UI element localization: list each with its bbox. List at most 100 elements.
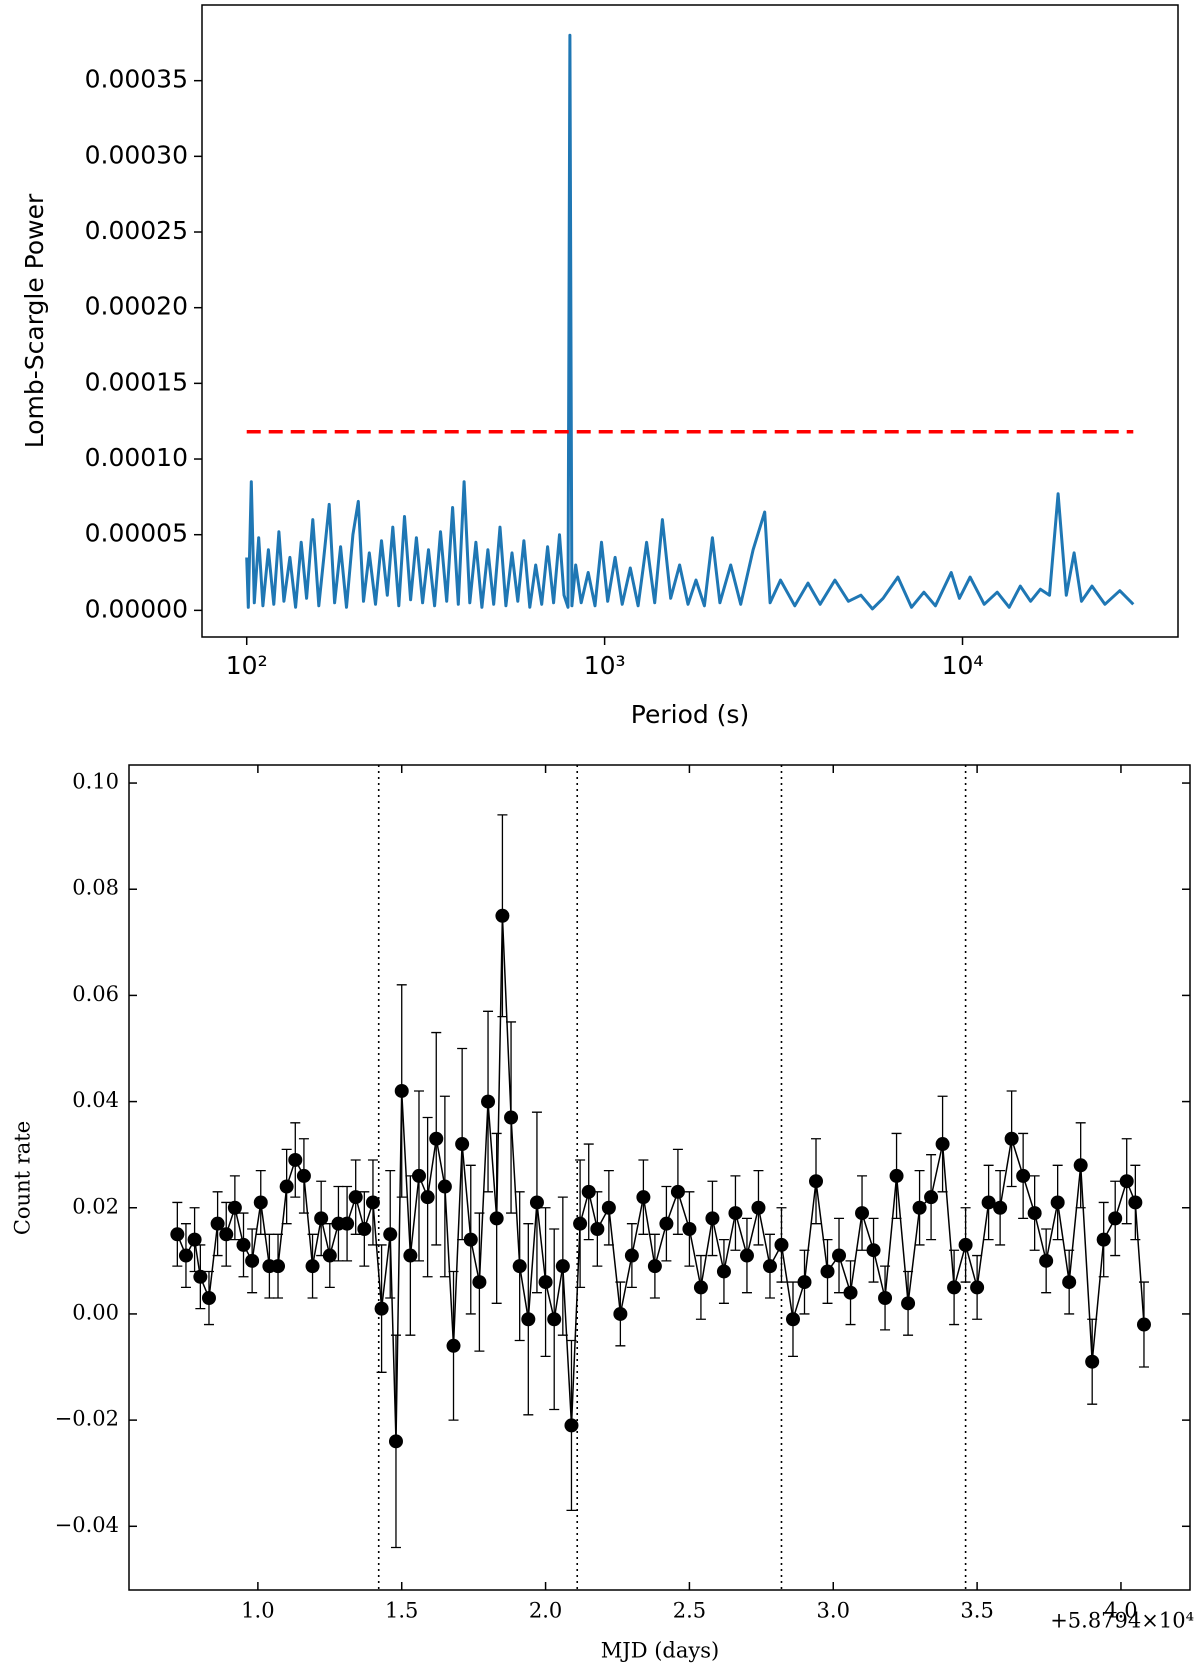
data-point bbox=[866, 1243, 881, 1258]
y-tick-label: 0.00 bbox=[72, 1300, 119, 1324]
data-point bbox=[970, 1280, 985, 1295]
error-cap bbox=[491, 1132, 502, 1304]
data-point bbox=[296, 1168, 311, 1183]
error-cap bbox=[626, 1223, 637, 1289]
data-point bbox=[314, 1211, 329, 1226]
y-tick-label: 0.00035 bbox=[85, 65, 188, 94]
y-tick-label: 0.00030 bbox=[85, 140, 188, 169]
error-cap bbox=[531, 1111, 542, 1294]
error-cap bbox=[753, 1169, 764, 1246]
data-point bbox=[512, 1259, 527, 1274]
error-cap bbox=[540, 1207, 551, 1358]
error-cap bbox=[255, 1169, 266, 1235]
error-cap bbox=[350, 1159, 361, 1235]
error-cap bbox=[857, 1175, 868, 1251]
error-cap bbox=[172, 1201, 183, 1267]
y-tick-label: 0.00010 bbox=[85, 443, 188, 472]
data-point bbox=[889, 1168, 904, 1183]
periodogram-panel: Period (s) Lomb-Scargle Power 0.00000 0.0… bbox=[20, 4, 1179, 729]
error-cap bbox=[359, 1191, 370, 1267]
x-tick-label: 10⁴ bbox=[942, 651, 984, 680]
data-point bbox=[590, 1221, 605, 1236]
data-point bbox=[878, 1291, 893, 1306]
x-tick-label: 1.0 bbox=[241, 1599, 274, 1623]
error-cap bbox=[333, 1185, 344, 1262]
data-point bbox=[1016, 1168, 1031, 1183]
data-point bbox=[935, 1137, 950, 1152]
x-tick-label: 10³ bbox=[584, 651, 626, 680]
error-cap bbox=[1052, 1164, 1063, 1241]
data-point bbox=[981, 1195, 996, 1210]
data-point bbox=[581, 1184, 596, 1199]
error-cap bbox=[1110, 1180, 1121, 1257]
data-point bbox=[429, 1131, 444, 1146]
data-point bbox=[739, 1248, 754, 1263]
data-point bbox=[383, 1227, 398, 1242]
data-point bbox=[1073, 1158, 1088, 1173]
data-point bbox=[573, 1216, 588, 1231]
data-point bbox=[774, 1237, 789, 1252]
error-cap bbox=[741, 1217, 752, 1294]
data-point bbox=[832, 1248, 847, 1263]
data-point bbox=[340, 1216, 355, 1231]
data-point bbox=[236, 1237, 251, 1252]
data-point bbox=[374, 1301, 389, 1316]
data-point bbox=[201, 1291, 216, 1306]
data-point bbox=[193, 1269, 208, 1284]
error-cap bbox=[926, 1154, 937, 1241]
error-cap bbox=[465, 1164, 476, 1315]
error-cap bbox=[247, 1228, 258, 1294]
y-tick-label: 0.08 bbox=[72, 876, 119, 900]
error-cap bbox=[1041, 1228, 1052, 1294]
data-point bbox=[855, 1206, 870, 1221]
y-tick-label: 0.00005 bbox=[85, 519, 188, 548]
error-cap bbox=[422, 1116, 433, 1278]
data-point bbox=[1096, 1232, 1111, 1247]
error-cap bbox=[497, 814, 508, 1018]
y-tick-label: −0.02 bbox=[55, 1407, 119, 1431]
error-cap bbox=[730, 1175, 741, 1251]
data-point bbox=[481, 1094, 496, 1109]
data-point bbox=[288, 1152, 303, 1167]
data-point bbox=[420, 1190, 435, 1205]
plot-frame bbox=[201, 4, 1179, 638]
error-cap bbox=[514, 1191, 525, 1342]
y-axis-label: Count rate bbox=[11, 1121, 35, 1235]
error-cap bbox=[1006, 1090, 1017, 1188]
data-point bbox=[388, 1434, 403, 1449]
error-cap bbox=[431, 1031, 442, 1246]
data-point bbox=[670, 1184, 685, 1199]
x-tick-label: 10² bbox=[226, 651, 268, 680]
error-cap bbox=[264, 1233, 275, 1299]
data-point bbox=[636, 1190, 651, 1205]
data-point bbox=[659, 1216, 674, 1231]
error-cap bbox=[549, 1228, 560, 1411]
data-point bbox=[901, 1296, 916, 1311]
error-cap bbox=[718, 1238, 729, 1304]
data-point bbox=[463, 1232, 478, 1247]
data-point bbox=[411, 1168, 426, 1183]
data-point bbox=[271, 1259, 286, 1274]
error-cap bbox=[707, 1180, 718, 1257]
error-cap bbox=[672, 1148, 683, 1235]
y-tick-label: −0.04 bbox=[55, 1513, 119, 1537]
data-point bbox=[365, 1195, 380, 1210]
data-point bbox=[1027, 1206, 1042, 1221]
data-point bbox=[1136, 1317, 1151, 1332]
data-point bbox=[403, 1248, 418, 1263]
data-point bbox=[446, 1338, 461, 1353]
data-point bbox=[538, 1275, 553, 1290]
x-tick-label: 2.5 bbox=[673, 1599, 706, 1623]
x-tick-label: 3.5 bbox=[960, 1599, 993, 1623]
data-point bbox=[924, 1190, 939, 1205]
error-cap bbox=[995, 1169, 1006, 1246]
data-point bbox=[1062, 1275, 1077, 1290]
data-point bbox=[797, 1275, 812, 1290]
data-point bbox=[504, 1110, 519, 1125]
x-tick-label: 3.0 bbox=[817, 1599, 850, 1623]
data-point bbox=[357, 1221, 372, 1236]
data-point bbox=[762, 1259, 777, 1274]
x-tick-label: 2.0 bbox=[529, 1599, 562, 1623]
data-point bbox=[322, 1248, 337, 1263]
data-point bbox=[947, 1280, 962, 1295]
